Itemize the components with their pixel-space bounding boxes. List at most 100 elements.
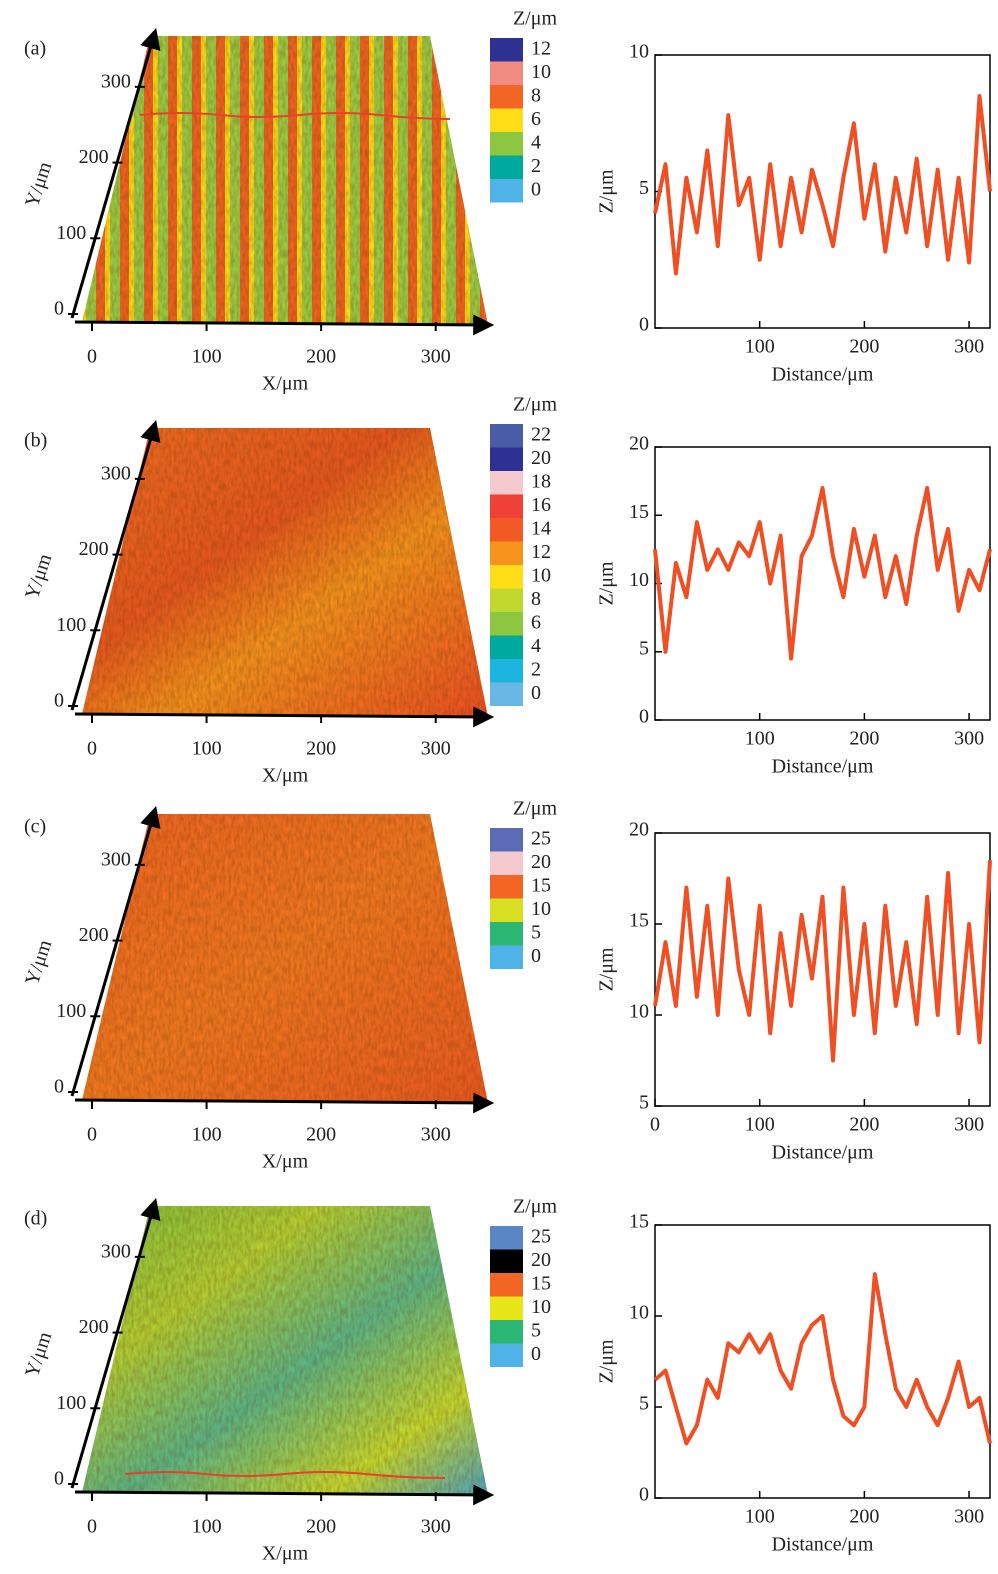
- colorbar-swatch: [490, 851, 523, 875]
- profile-trace: [124, 1471, 446, 1479]
- x-tick-label: 100: [192, 346, 222, 368]
- colorbar-label: 20: [531, 851, 551, 873]
- x-axis-title: X/μm: [262, 373, 309, 395]
- colorbar-label: 18: [531, 470, 551, 492]
- colorbar-swatch: [490, 682, 523, 706]
- colorbar-label: 15: [531, 874, 551, 896]
- colorbar-swatch: [490, 828, 523, 852]
- y-axis-title: Z/μm: [596, 169, 618, 213]
- y-tick-label: 0: [54, 298, 64, 320]
- x-tick-label: 200: [306, 738, 336, 760]
- x-tick-label: 100: [745, 1506, 775, 1528]
- x-axis-title: X/μm: [262, 1151, 309, 1173]
- x-tick-label: 100: [192, 1124, 222, 1146]
- y-tick-label: 0: [639, 706, 649, 728]
- colorbar-label: 8: [531, 588, 541, 610]
- colorbar-swatch: [490, 85, 523, 109]
- colorbar-swatch: [490, 635, 523, 659]
- y-tick-label: 100: [56, 222, 86, 244]
- x-tick-label: 300: [421, 346, 451, 368]
- x-axis-title: Distance/μm: [772, 364, 874, 386]
- colorbar-title: Z/μm: [513, 1196, 557, 1218]
- x-tick-label: 200: [849, 1506, 879, 1528]
- y-tick-label: 100: [56, 1000, 86, 1022]
- x-tick-label: 100: [745, 336, 775, 358]
- y-tick-label: 15: [629, 910, 649, 932]
- colorbar-label: 0: [531, 1343, 541, 1365]
- colorbar-swatch: [490, 155, 523, 179]
- colorbar-swatch: [490, 541, 523, 565]
- y-tick-label: 200: [79, 924, 109, 946]
- panel-label: (d): [24, 1208, 47, 1230]
- colorbar-label: 8: [531, 84, 541, 106]
- y-tick-label: 15: [629, 501, 649, 523]
- x-tick-label: 200: [306, 1124, 336, 1146]
- x-tick-label: 200: [306, 346, 336, 368]
- y-axis-title: Y/μm: [21, 159, 56, 210]
- colorbar-label: 4: [531, 635, 541, 657]
- colorbar-label: 20: [531, 447, 551, 469]
- colorbar-title: Z/μm: [513, 798, 557, 820]
- x-tick-label: 300: [421, 1124, 451, 1146]
- colorbar-swatch: [490, 61, 523, 85]
- y-tick-label: 100: [56, 1392, 86, 1414]
- y-axis-title: Z/μm: [596, 561, 618, 605]
- colorbar-swatch: [490, 1320, 523, 1344]
- y-tick-label: 100: [56, 614, 86, 636]
- x-tick-label: 300: [954, 728, 984, 750]
- x-tick-label: 200: [306, 1516, 336, 1538]
- colorbar-swatch: [490, 471, 523, 495]
- y-axis: [70, 27, 161, 319]
- colorbar-label: 5: [531, 921, 541, 943]
- x-axis: [74, 1092, 495, 1114]
- colorbar-swatch: [490, 922, 523, 946]
- colorbar-swatch: [490, 1273, 523, 1297]
- y-tick-label: 300: [101, 848, 131, 870]
- profile-line: [653, 1272, 992, 1446]
- colorbar-label: 5: [531, 1319, 541, 1341]
- colorbar-swatch: [490, 1296, 523, 1320]
- x-tick-label: 300: [954, 1114, 984, 1136]
- colorbar-label: 2: [531, 155, 541, 177]
- y-tick-label: 10: [629, 1302, 649, 1324]
- y-tick-label: 200: [79, 1316, 109, 1338]
- colorbar-label: 6: [531, 108, 541, 130]
- y-axis-title: Y/μm: [21, 551, 56, 602]
- x-axis-title: Distance/μm: [772, 1534, 874, 1556]
- plot-frame: [654, 1224, 991, 1499]
- colorbar-swatch: [490, 898, 523, 922]
- colorbar-label: 10: [531, 61, 551, 83]
- colorbar-swatch: [490, 424, 523, 448]
- x-axis-title: X/μm: [262, 765, 309, 787]
- colorbar-label: 12: [531, 37, 551, 59]
- colorbar-label: 2: [531, 658, 541, 680]
- colorbar-swatch: [490, 875, 523, 899]
- colorbar-swatch: [490, 179, 523, 203]
- colorbar-label: 10: [531, 564, 551, 586]
- x-tick-label: 100: [192, 1516, 222, 1538]
- y-tick-label: 10: [629, 569, 649, 591]
- x-tick-label: 100: [192, 738, 222, 760]
- y-tick-label: 0: [54, 1076, 64, 1098]
- profile-line: [653, 486, 992, 661]
- y-tick-label: 0: [639, 314, 649, 336]
- x-tick-label: 200: [849, 728, 879, 750]
- y-tick-label: 0: [639, 1484, 649, 1506]
- x-axis-title: X/μm: [262, 1543, 309, 1565]
- x-tick-label: 100: [745, 728, 775, 750]
- colorbar-label: 10: [531, 898, 551, 920]
- x-tick-label: 200: [849, 1114, 879, 1136]
- colorbar-label: 20: [531, 1249, 551, 1271]
- y-tick-label: 200: [79, 146, 109, 168]
- plot-frame: [654, 832, 991, 1107]
- x-axis: [74, 706, 495, 728]
- colorbar-swatch: [490, 1249, 523, 1273]
- colorbar-swatch: [490, 1226, 523, 1250]
- x-tick-label: 100: [745, 1114, 775, 1136]
- y-tick-label: 15: [629, 1211, 649, 1233]
- x-axis: [74, 314, 495, 336]
- y-axis-title: Z/μm: [596, 947, 618, 991]
- y-tick-label: 300: [101, 70, 131, 92]
- x-axis: [74, 1484, 495, 1506]
